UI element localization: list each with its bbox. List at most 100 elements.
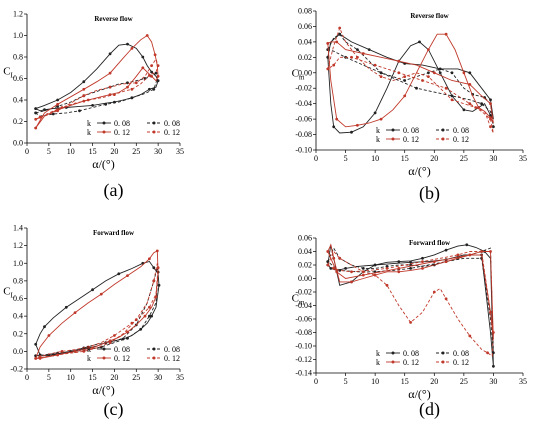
data-point [385,267,389,270]
y-tick-label: 0.2 [13,329,23,338]
x-tick-label: 10 [371,377,379,386]
x-tick-label: 5 [47,373,51,382]
x-axis-label: α/(°) [92,157,114,171]
data-point [156,79,160,83]
y-tick-label: -0.06 [295,315,312,324]
chart-2: 0 5 10 15 20 25 30 35 -0.10 -0.08 -0.06 -0.04 -0.02 0… [292,7,527,205]
data-point [82,94,86,98]
data-point [450,71,454,75]
data-point [91,104,94,107]
data-point [126,330,129,334]
data-point [108,85,112,89]
series-line-3 [327,243,494,340]
data-point [427,75,430,78]
chart-1: 0 5 10 15 20 25 30 35 0.0 0.2 0.4 0.6 0.8 1.0 1.2 Rever… [3,10,184,202]
data-point [421,79,424,82]
panel-label: (a) [104,180,124,201]
chart-title: Reverse flow [94,15,133,23]
data-point [489,125,492,129]
legend-k: k [87,119,91,128]
data-point [427,48,430,51]
data-point [73,311,77,314]
data-point [335,40,339,44]
data-point [152,266,156,270]
data-point [403,94,407,98]
legend-label: 0. 12 [114,354,130,363]
x-tick-label: 35 [519,377,527,386]
legend-label: 0. 12 [453,135,469,144]
data-point [145,34,149,37]
y-tick-label: 0.2 [13,117,23,126]
y-tick-label: -0.12 [295,355,312,364]
chart-4: 0 5 10 15 20 25 30 35 -0.14 -0.12 -0.10 -0.08 -0.06 -… [292,234,527,421]
data-point [329,267,333,270]
x-tick-label: 20 [430,154,438,163]
data-point [86,345,90,349]
x-tick-label: 35 [176,373,184,382]
data-point [332,63,336,67]
legend-label: 0. 12 [164,128,180,137]
data-point [126,274,129,277]
data-point [34,107,38,110]
data-point [34,117,38,121]
data-point [141,55,145,59]
data-point [450,98,454,102]
data-point [492,125,495,129]
series-line-3 [327,33,494,128]
legend-label: 0. 12 [114,128,130,137]
data-point [148,314,151,318]
y-tick-label: 0.08 [298,7,312,16]
x-tick-label: 10 [67,147,75,156]
data-point [332,125,336,129]
data-point [468,102,472,106]
data-point [108,341,112,344]
legend-marker [152,356,156,360]
data-point [108,93,112,96]
legend-k: k [87,345,91,354]
y-tick-label: 0.02 [298,261,312,270]
panel-label: (b) [419,183,440,204]
data-point [415,86,418,90]
data-point [379,117,383,121]
y-tick-label: 0.02 [298,53,312,62]
legend-label: 0. 12 [453,358,469,367]
x-tick-label: 35 [519,154,527,163]
y-tick-label: 1.2 [13,241,23,250]
data-point [373,263,377,267]
legend-label: 0. 08 [164,345,180,354]
legend-label: 0. 08 [403,349,419,358]
y-tick-label: -0.04 [295,99,312,108]
series-line-3 [35,250,159,359]
data-point [148,73,151,77]
data-point [397,59,401,63]
legend-label: 0. 12 [403,358,419,367]
data-point [444,260,448,263]
data-point [47,334,51,337]
data-point [34,111,38,115]
data-point [462,71,466,75]
data-point [117,272,121,276]
data-point [421,267,424,270]
data-point [409,267,412,270]
y-tick-label: 0.06 [298,22,312,31]
legend-marker [441,137,445,141]
y-tick-label: -0.08 [295,130,312,139]
series-line-4 [35,263,159,359]
data-point [489,250,492,253]
data-point [91,288,94,292]
y-tick-label: -0.02 [295,84,312,93]
data-point [113,334,116,337]
data-point [34,342,38,346]
data-point [361,270,365,274]
data-point [108,71,112,75]
data-point [99,292,103,296]
data-point [344,267,347,270]
data-point [141,66,145,70]
series-line-2 [327,33,494,127]
legend-k: k [87,354,91,363]
data-point [367,48,371,51]
data-point [403,75,407,78]
legend-k: k [376,358,380,367]
data-point [492,331,495,334]
chart-title: Forward flow [93,229,135,237]
